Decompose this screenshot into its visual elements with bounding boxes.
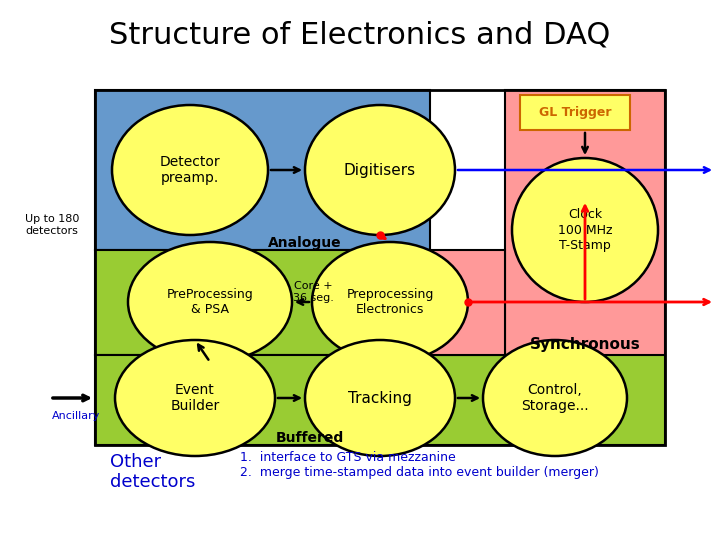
Bar [95,90,430,250]
Text: Structure of Electronics and DAQ: Structure of Electronics and DAQ [109,21,611,50]
Ellipse shape [512,158,658,302]
Text: Preprocessing
Electronics: Preprocessing Electronics [346,288,433,316]
Bar [95,355,665,445]
Ellipse shape [305,105,455,235]
Ellipse shape [115,340,275,456]
Bar [430,250,505,355]
Ellipse shape [483,340,627,456]
Text: Other
detectors: Other detectors [110,453,195,491]
Text: Core +
36 seg.: Core + 36 seg. [292,281,333,303]
Bar [95,250,430,355]
Text: Control,
Storage...: Control, Storage... [521,383,589,413]
Text: PreProcessing
& PSA: PreProcessing & PSA [166,288,253,316]
Ellipse shape [305,340,455,456]
Text: Synchronous: Synchronous [530,338,640,353]
Text: Detector
preamp.: Detector preamp. [160,155,220,185]
Bar [520,95,630,130]
Text: Clock
100 MHz
T-Stamp: Clock 100 MHz T-Stamp [558,208,612,252]
Text: 1.  interface to GTS via mezzanine
2.  merge time-stamped data into event builde: 1. interface to GTS via mezzanine 2. mer… [240,451,599,479]
Text: Buffered: Buffered [276,431,344,445]
Text: GL Trigger: GL Trigger [539,106,611,119]
Text: Ancillary: Ancillary [52,411,100,421]
Ellipse shape [312,242,468,362]
Text: Up to 180
detectors: Up to 180 detectors [24,214,79,236]
Text: Event
Builder: Event Builder [171,383,220,413]
Text: Tracking: Tracking [348,390,412,406]
Bar [505,90,665,445]
Bar [95,90,665,445]
Text: Analogue: Analogue [268,236,342,250]
Text: Digitisers: Digitisers [344,163,416,178]
Ellipse shape [128,242,292,362]
Ellipse shape [112,105,268,235]
